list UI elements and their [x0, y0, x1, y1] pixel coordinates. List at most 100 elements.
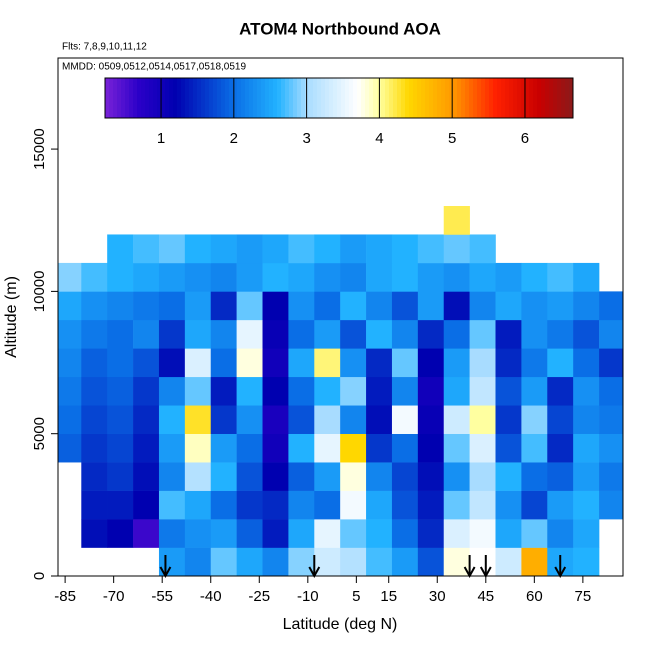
heatmap-cell [81, 462, 108, 491]
heatmap-cell [391, 433, 419, 463]
colorbar-tick-label: 3 [302, 130, 310, 147]
heatmap-cell [521, 291, 548, 321]
x-tick-label: -55 [151, 588, 173, 605]
heatmap-cell [288, 547, 315, 577]
heatmap-cell [547, 376, 574, 406]
heatmap-cell [391, 291, 419, 321]
colorbar-segment [253, 78, 258, 118]
colorbar-segment [445, 78, 450, 118]
colorbar-tick-label: 6 [521, 130, 529, 147]
heatmap-cell [184, 376, 212, 406]
heatmap-cell [547, 490, 574, 520]
heatmap-cell [236, 348, 263, 378]
heatmap-cell [573, 319, 600, 349]
y-tick-label: 10000 [31, 271, 48, 313]
heatmap-cell [236, 490, 263, 520]
heatmap-cell [340, 291, 367, 321]
heatmap-cell [417, 433, 445, 463]
subtitle: MMDD: 0509,0512,0514,0517,0518,0519 [62, 62, 246, 73]
heatmap-cell [58, 376, 82, 406]
heatmap-cell [210, 291, 237, 321]
x-tick-label: -25 [248, 588, 270, 605]
heatmap-cell [236, 405, 263, 434]
heatmap-cell [366, 519, 393, 548]
heatmap-cell [340, 319, 367, 349]
colorbar-segment [401, 78, 406, 118]
colorbar-segment [169, 78, 174, 118]
heatmap-cell [366, 547, 393, 577]
arrow [159, 555, 172, 579]
colorbar-segment [297, 78, 302, 118]
heatmap-cell [184, 405, 212, 434]
heatmap-cell [158, 405, 186, 434]
colorbar-segment [361, 78, 366, 118]
heatmap-cell [133, 405, 160, 434]
heatmap-cell [107, 462, 134, 491]
heatmap-cell [210, 234, 237, 264]
colorbar-segment [529, 78, 534, 118]
colorbar-segment [569, 78, 574, 118]
colorbar-segment [509, 78, 514, 118]
colorbar-segment [537, 78, 542, 118]
heatmap-cell [469, 462, 496, 491]
heatmap-cell [443, 519, 470, 548]
heatmap-cell [314, 262, 341, 292]
heatmap-cell [599, 291, 624, 321]
heatmap-cell [547, 405, 574, 434]
colorbar-segment [453, 78, 458, 118]
colorbar-segment [193, 78, 198, 118]
colorbar-segment [177, 78, 182, 118]
heatmap-cell [314, 291, 341, 321]
heatmap-cell [417, 234, 445, 264]
colorbar-segment [409, 78, 414, 118]
heatmap-cell [158, 262, 186, 292]
colorbar-segment [109, 78, 114, 118]
colorbar-segment [273, 78, 278, 118]
heatmap-cell [521, 319, 548, 349]
colorbar-segment [461, 78, 466, 118]
y-tick-label: 0 [31, 572, 48, 580]
subtitle: Flts: 7,8,9,10,11,12 [62, 42, 147, 53]
heatmap-cell [366, 376, 393, 406]
heatmap-cell [58, 262, 82, 292]
heatmap-cell [288, 262, 315, 292]
heatmap-cell [262, 348, 289, 378]
heatmap-cell [443, 206, 470, 235]
heatmap-cell [158, 490, 186, 520]
colorbar-segment [149, 78, 154, 118]
heatmap-cell [58, 433, 82, 463]
heatmap-cell [573, 291, 600, 321]
heatmap-cell [262, 376, 289, 406]
heatmap-cell [158, 348, 186, 378]
heatmap-cell [340, 262, 367, 292]
colorbar-segment [321, 78, 326, 118]
colorbar-segment [153, 78, 158, 118]
heatmap-cell [573, 262, 600, 292]
heatmap-cell [210, 433, 237, 463]
colorbar-segment [565, 78, 570, 118]
heatmap-cell [391, 376, 419, 406]
colorbar-segment [513, 78, 518, 118]
heatmap-cell [133, 319, 160, 349]
heatmap-cell [184, 262, 212, 292]
heatmap-cell [107, 490, 134, 520]
heatmap-cell [107, 405, 134, 434]
heatmap-cell [599, 376, 624, 406]
colorbar-segment [209, 78, 214, 118]
heatmap-cell [184, 462, 212, 491]
heatmap-cell [495, 547, 522, 577]
colorbar-segment [113, 78, 118, 118]
heatmap-cell [521, 490, 548, 520]
heatmap-cell [184, 490, 212, 520]
heatmap-cell [262, 405, 289, 434]
heatmap-cell [81, 433, 108, 463]
heatmap-cell [469, 319, 496, 349]
heatmap-cell [58, 319, 82, 349]
heatmap-cell [417, 291, 445, 321]
heatmap [58, 206, 624, 577]
heatmap-cell [366, 262, 393, 292]
heatmap-cell [521, 462, 548, 491]
y-tick-label: 15000 [31, 128, 48, 170]
heatmap-cell [184, 348, 212, 378]
